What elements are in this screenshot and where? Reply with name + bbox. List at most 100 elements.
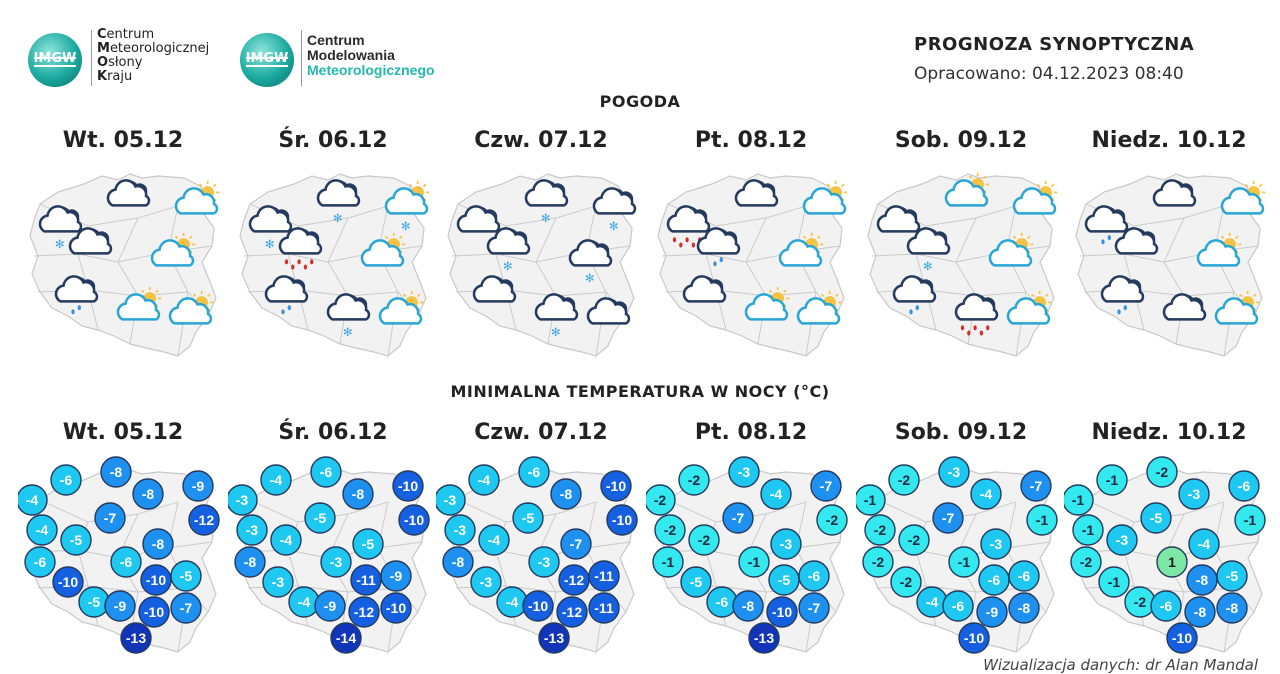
- temperature-marker: -9: [104, 590, 136, 622]
- cmok-letter-3: O: [97, 55, 109, 70]
- temperature-circle: [688, 524, 720, 556]
- temperature-marker: -5: [768, 564, 800, 596]
- temperature-circle: [104, 590, 136, 622]
- weather-icon-cloudy-snow: ✻: [326, 293, 371, 339]
- snow-icon: ✻: [551, 325, 561, 339]
- temperature-circle: [1156, 546, 1188, 578]
- temperature-circle: [228, 484, 258, 516]
- temperature-marker: -13: [538, 622, 570, 654]
- temperature-circle: [1234, 504, 1266, 536]
- weather-icon-partly-cloudy-sun: [1196, 232, 1242, 267]
- rain-icon: [1101, 235, 1111, 245]
- temperature-circle: [888, 464, 920, 496]
- temperature-marker: -2: [864, 514, 896, 546]
- temperature-value: -8: [1196, 572, 1209, 588]
- temperature-value: 1: [1168, 554, 1176, 570]
- temperature-marker: 1: [1156, 546, 1188, 578]
- cloud-shape: [586, 297, 631, 325]
- cloud-shape: [378, 297, 423, 325]
- temperature-value: -7: [942, 510, 955, 526]
- snow-icon: ✻: [333, 211, 343, 225]
- weather-icon-cloudy: [876, 205, 921, 233]
- cmm-line-2: Modelowania: [307, 47, 395, 63]
- temperature-marker: -2: [890, 566, 922, 598]
- imgw-logo-stripes: [34, 57, 76, 67]
- cloud-shape: [106, 179, 151, 207]
- temperature-marker: -10: [766, 596, 798, 628]
- temperature-circle: [1106, 524, 1138, 556]
- temperature-circle: [588, 560, 620, 592]
- weather-icon-cloudy-rain-heavy: [666, 205, 711, 248]
- temperature-circle: [1020, 470, 1052, 502]
- temperature-value: -8: [244, 554, 257, 570]
- temperature-map: -2 -3 -2 -4 -7 -2 -7 -2 -2 -3 -1 -1 -5 -6 -5 -6 -8 -10 -7 -…: [646, 456, 848, 654]
- temperature-circle: [1064, 484, 1094, 516]
- temperature-marker: -10: [398, 504, 430, 536]
- temperature-value: -2: [1134, 594, 1147, 610]
- temperature-circle: [1096, 464, 1128, 496]
- day-label: Pt. 08.12: [694, 420, 808, 445]
- temperature-circle: [680, 566, 712, 598]
- temperature-circle: [538, 622, 570, 654]
- temperature-marker: -11: [350, 564, 382, 596]
- temperature-circle: [798, 592, 830, 624]
- cloud-shape: [316, 179, 361, 207]
- temperature-circle: [52, 566, 84, 598]
- cloud-shape: [54, 275, 99, 303]
- temperature-value: -12: [564, 572, 584, 588]
- temperature-circle: [60, 524, 92, 556]
- temperature-value: -5: [778, 572, 791, 588]
- temperature-marker: -8: [132, 478, 164, 510]
- temperature-circle: [522, 590, 554, 622]
- temperature-marker: -3: [1178, 478, 1210, 510]
- temperature-circle: [970, 478, 1002, 510]
- temperature-value: -6: [716, 594, 729, 610]
- weather-icon-cloudy-partly: [682, 275, 727, 303]
- temperature-marker: -7: [798, 592, 830, 624]
- temperature-value: -1: [958, 554, 971, 570]
- temperature-circle: [1008, 560, 1040, 592]
- temperature-circle: [560, 528, 592, 560]
- temperature-marker: -8: [100, 456, 132, 488]
- temperature-circle: [352, 528, 384, 560]
- temperature-value: -8: [152, 536, 165, 552]
- weather-map: ✻ ✻ ✻ ✻ ✻: [447, 173, 637, 357]
- imgw-logo-text: IMGW: [33, 51, 77, 66]
- temperature-marker: -3: [436, 484, 466, 516]
- temperature-marker: -8: [1216, 592, 1248, 624]
- temperature-marker: -13: [748, 622, 780, 654]
- temperature-marker: -10: [958, 622, 990, 654]
- temperature-marker: -12: [188, 504, 220, 536]
- temperature-circle: [938, 456, 970, 488]
- day-label: Wt. 05.12: [62, 420, 184, 445]
- temperature-marker: -7: [560, 528, 592, 560]
- temperature-circle: [864, 514, 896, 546]
- temperature-marker: -10: [138, 596, 170, 628]
- temperature-marker: -4: [288, 586, 320, 618]
- rain-heavy-icon: [960, 325, 990, 336]
- temperature-marker: -5: [352, 528, 384, 560]
- temperature-marker: -7: [170, 592, 202, 624]
- temperature-circle: [50, 464, 82, 496]
- temperature-value: -2: [908, 532, 921, 548]
- temperature-marker: -10: [522, 590, 554, 622]
- temperature-value: -1: [1244, 512, 1257, 528]
- snow-icon: ✻: [541, 211, 551, 225]
- temperature-circle: [314, 590, 346, 622]
- temperature-circle: [436, 484, 466, 516]
- cloud-shape: [696, 227, 741, 255]
- temperature-value: -4: [506, 594, 519, 610]
- weather-icon-cloudy-snow: ✻: [534, 293, 579, 339]
- temperature-value: -4: [770, 486, 783, 502]
- weather-icon-cloudy-rain-heavy: [278, 227, 323, 270]
- cmm-logo-divider: [301, 30, 302, 86]
- temperature-marker: -2: [1070, 546, 1102, 578]
- temperature-circle: [1178, 478, 1210, 510]
- temperature-circle: [1008, 592, 1040, 624]
- weather-icon-cloudy-partly: [1162, 293, 1207, 321]
- temperature-value: -2: [898, 472, 911, 488]
- temperature-value: -8: [452, 554, 465, 570]
- temperature-value: -6: [808, 568, 821, 584]
- cloud-shape: [954, 293, 999, 321]
- weather-icon-cloudy-snow: ✻: [248, 205, 293, 251]
